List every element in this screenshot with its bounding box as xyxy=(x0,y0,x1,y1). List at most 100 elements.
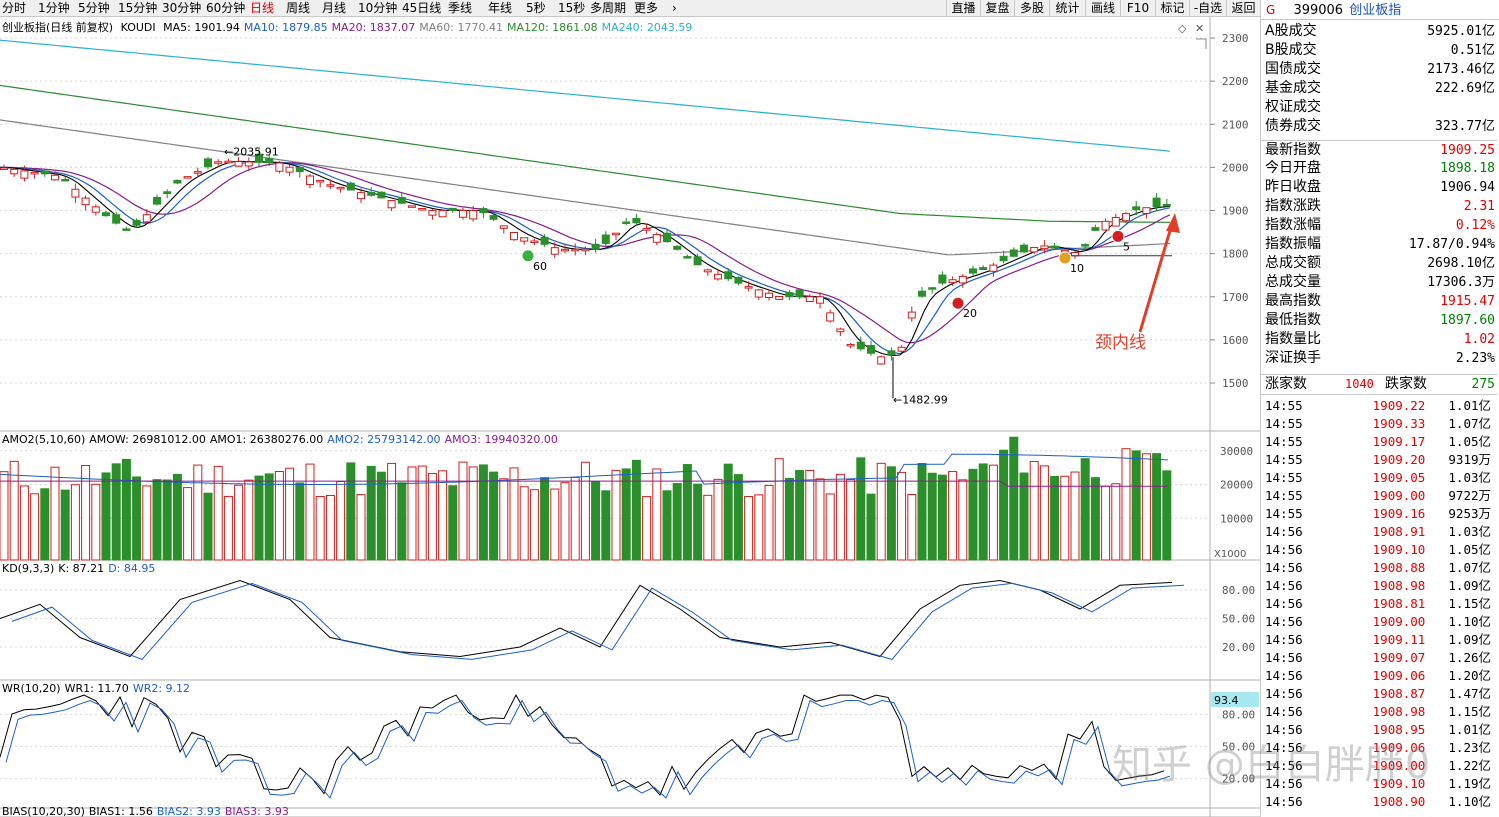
volume-bar xyxy=(60,489,70,561)
volume-bar xyxy=(101,472,111,561)
stat-row: 国债成交 2173.46亿 xyxy=(1261,60,1497,79)
volume-bar xyxy=(9,460,19,561)
volume-bar xyxy=(815,478,825,561)
tick-row[interactable]: 14:56 1908.81 1.15亿 xyxy=(1261,595,1497,613)
kline-chart-svg[interactable]: 2300 2200 2100 2000 1900 1800 1700 1600 1500 ←203… xyxy=(0,17,1260,817)
volume-bar xyxy=(244,479,254,561)
candle-body xyxy=(1009,249,1018,257)
stat-value: 2.31 xyxy=(1463,199,1495,214)
candle-body xyxy=(81,197,90,206)
volume-bar xyxy=(795,470,805,561)
volume-bar xyxy=(764,484,774,561)
tick-amount: 1.26亿 xyxy=(1448,650,1491,665)
tick-row[interactable]: 14:56 1908.88 1.07亿 xyxy=(1261,559,1497,577)
period-tab-8[interactable]: 月线 xyxy=(322,1,347,15)
candle-body xyxy=(540,236,549,245)
more-chevron-icon[interactable]: › xyxy=(672,1,677,15)
tick-row[interactable]: 14:56 1909.10 1.19亿 xyxy=(1261,775,1497,793)
stat-label: 基金成交 xyxy=(1265,80,1321,96)
volume-bar xyxy=(1029,460,1039,561)
tool-button-1[interactable]: 复盘 xyxy=(980,0,1014,17)
volume-bar xyxy=(458,461,468,561)
tick-row[interactable]: 14:56 1909.00 1.22亿 xyxy=(1261,757,1497,775)
tick-row[interactable]: 14:56 1909.00 1.10亿 xyxy=(1261,613,1497,631)
tick-row[interactable]: 14:56 1908.95 1.01亿 xyxy=(1261,721,1497,739)
tick-time: 14:56 xyxy=(1265,704,1303,719)
period-tab-13[interactable]: 5秒 xyxy=(526,1,546,15)
tick-time: 14:56 xyxy=(1265,632,1303,647)
tick-row[interactable]: 14:55 1909.33 1.07亿 xyxy=(1261,415,1497,433)
tool-button-6[interactable]: 标记 xyxy=(1155,0,1189,17)
volume-bar xyxy=(1019,472,1029,561)
tick-row[interactable]: 14:56 1908.98 1.15亿 xyxy=(1261,703,1497,721)
tick-row[interactable]: 14:56 1908.90 1.10亿 xyxy=(1261,793,1497,811)
stat-row: 最新指数 1909.25 xyxy=(1261,140,1497,159)
ma-legend-item-0: MA5: 1901.94 xyxy=(163,21,240,34)
tick-row[interactable]: 14:55 1909.22 1.01亿 xyxy=(1261,397,1497,415)
period-tab-2[interactable]: 5分钟 xyxy=(78,1,110,15)
tick-row[interactable]: 14:56 1908.91 1.03亿 xyxy=(1261,523,1497,541)
tick-row[interactable]: 14:55 1909.00 9722万 xyxy=(1261,487,1497,505)
period-tab-9[interactable]: 10分钟 xyxy=(358,1,398,15)
tick-row[interactable]: 14:55 1909.20 9319万 xyxy=(1261,451,1497,469)
tick-row[interactable]: 14:56 1909.11 1.09亿 xyxy=(1261,631,1497,649)
tick-row[interactable]: 14:56 1909.10 1.05亿 xyxy=(1261,541,1497,559)
volume-bar xyxy=(611,469,621,561)
tick-row[interactable]: 14:55 1909.05 1.03亿 xyxy=(1261,469,1497,487)
tick-price: 1909.10 xyxy=(1372,542,1426,557)
period-tab-12[interactable]: 年线 xyxy=(488,1,513,15)
ma-legend: MA5: 1901.94 MA10: 1879.85 MA20: 1837.07 MA… xyxy=(163,21,696,34)
period-tab-10[interactable]: 45日线 xyxy=(402,1,442,15)
ma-legend-item-2: MA20: 1837.07 xyxy=(331,21,416,34)
tool-button-0[interactable]: 直播 xyxy=(946,0,980,17)
volume-bar xyxy=(274,471,284,561)
tool-button-4[interactable]: 画线 xyxy=(1085,0,1120,17)
candle-body xyxy=(193,171,202,174)
tool-button-2[interactable]: 多股 xyxy=(1014,0,1049,17)
tool-button-7[interactable]: -自选 xyxy=(1189,0,1226,17)
candle-body xyxy=(183,176,192,179)
tool-button-5[interactable]: F10 xyxy=(1120,0,1155,17)
candle-body xyxy=(1020,244,1028,253)
period-tab-6[interactable]: 日线 xyxy=(250,1,275,15)
tick-time: 14:56 xyxy=(1265,650,1303,665)
stat-value: 1897.60 xyxy=(1440,313,1495,328)
tool-button-8[interactable]: 返回 xyxy=(1226,0,1260,17)
period-tab-15[interactable]: 多周期 xyxy=(590,1,627,15)
volume-bar xyxy=(305,463,315,561)
period-tab-16[interactable]: 更多 xyxy=(634,1,659,15)
ma5-line xyxy=(0,160,1171,356)
tool-button-3[interactable]: 统计 xyxy=(1049,0,1085,17)
candle-body xyxy=(255,153,263,163)
ma120-line xyxy=(0,84,1170,223)
tick-row[interactable]: 14:55 1909.17 1.05亿 xyxy=(1261,433,1497,451)
volume-bar xyxy=(672,483,682,561)
tick-row[interactable]: 14:56 1909.06 1.23亿 xyxy=(1261,739,1497,757)
chart-area[interactable]: 2300 2200 2100 2000 1900 1800 1700 1600 1500 ←203… xyxy=(0,17,1260,817)
period-tab-3[interactable]: 15分钟 xyxy=(118,1,158,15)
tick-row[interactable]: 14:56 1909.07 1.26亿 xyxy=(1261,649,1497,667)
volume-bar xyxy=(285,467,295,561)
period-tab-5[interactable]: 60分钟 xyxy=(206,1,246,15)
volume-bar xyxy=(621,468,631,561)
stat-row: 最高指数 1915.47 xyxy=(1261,292,1497,311)
period-tab-1[interactable]: 1分钟 xyxy=(38,1,70,15)
period-tab-11[interactable]: 季线 xyxy=(448,1,473,15)
tick-row[interactable]: 14:56 1909.06 1.20亿 xyxy=(1261,667,1497,685)
volume-bar xyxy=(30,493,40,561)
wr2-line xyxy=(5,699,1171,799)
candle-body xyxy=(683,256,692,259)
volume-bar xyxy=(264,473,274,561)
period-tab-4[interactable]: 30分钟 xyxy=(162,1,202,15)
candle-body xyxy=(204,158,212,168)
period-tab-14[interactable]: 15秒 xyxy=(558,1,586,15)
tick-row[interactable]: 14:55 1909.16 9253万 xyxy=(1261,505,1497,523)
tick-row[interactable]: 14:56 1908.87 1.47亿 xyxy=(1261,685,1497,703)
period-tab-7[interactable]: 周线 xyxy=(286,1,311,15)
volume-bar xyxy=(927,472,937,561)
tick-row[interactable]: 14:56 1908.98 1.09亿 xyxy=(1261,577,1497,595)
period-tab-0[interactable]: 分时 xyxy=(2,1,27,15)
candle-body xyxy=(1040,245,1049,250)
ma-legend-item-1: MA10: 1879.85 xyxy=(243,21,328,34)
candle-body xyxy=(102,212,110,217)
